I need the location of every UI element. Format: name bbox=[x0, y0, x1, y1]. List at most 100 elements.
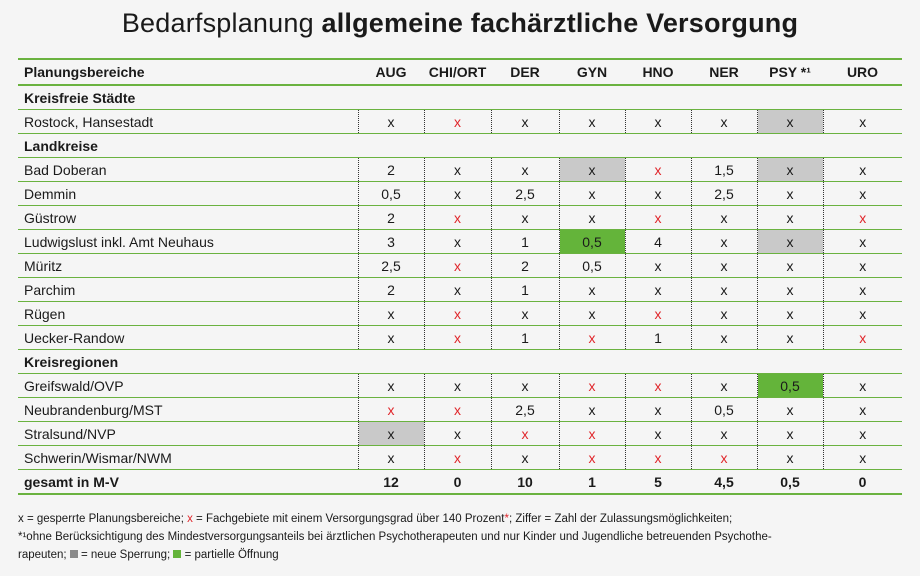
green-square-icon bbox=[173, 549, 182, 558]
cell-value: x bbox=[859, 281, 867, 298]
cell-value: x bbox=[521, 449, 529, 466]
cell-value: x bbox=[454, 113, 461, 130]
cell-value: x bbox=[720, 329, 728, 346]
table-cell: x bbox=[756, 253, 823, 278]
table-cell: 2,5 bbox=[490, 397, 559, 422]
group-header-row: Landkreise bbox=[18, 134, 902, 158]
table-cell: x bbox=[558, 325, 625, 350]
cell-value: 2,5 bbox=[714, 185, 734, 202]
cell-value: x bbox=[387, 305, 395, 322]
table-cell: x bbox=[423, 421, 491, 446]
cell-value: x bbox=[521, 425, 529, 442]
table-cell: x bbox=[690, 253, 757, 278]
cell-value: x bbox=[654, 425, 662, 442]
cell-value: 2,5 bbox=[515, 185, 535, 202]
total-row: gesamt in M-V 12 0 10 1 5 4,5 0,5 0 bbox=[18, 469, 902, 495]
cell-value: x bbox=[454, 257, 461, 274]
table-cell: x bbox=[357, 421, 424, 446]
table-cell: 3 bbox=[357, 229, 424, 254]
table-cell: x bbox=[558, 181, 625, 206]
table-row: Rostock, Hansestadt x x x x x x x x bbox=[18, 109, 902, 134]
cell-value: 4 bbox=[654, 233, 662, 250]
table-cell: x bbox=[822, 205, 902, 230]
table-cell: x bbox=[490, 157, 559, 182]
table-cell: x bbox=[357, 325, 424, 350]
header-col: CHI/ORT bbox=[428, 64, 487, 80]
table-cell: x bbox=[756, 229, 823, 254]
region-name: Schwerin/Wismar/NWM bbox=[24, 449, 172, 466]
table-cell: x bbox=[558, 421, 625, 446]
cell-value: x bbox=[786, 425, 794, 442]
table-cell: x bbox=[822, 229, 902, 254]
cell-value: x bbox=[588, 425, 596, 442]
table-cell: x bbox=[822, 181, 902, 206]
table-cell: 4 bbox=[624, 229, 691, 254]
table-cell: 2,5 bbox=[490, 181, 559, 206]
cell-value: x bbox=[521, 377, 529, 394]
cell-value: x bbox=[859, 401, 867, 418]
cell-value: x bbox=[859, 185, 867, 202]
table-cell: x bbox=[423, 253, 491, 278]
table-row: Greifswald/OVP x x x x x x 0,5 x bbox=[18, 373, 902, 398]
region-name: Bad Doberan bbox=[24, 161, 107, 178]
table-cell: x bbox=[357, 397, 424, 422]
gray-square-icon bbox=[69, 549, 78, 558]
header-planungsbereiche: Planungsbereiche bbox=[24, 64, 145, 80]
table-header-row: Planungsbereiche AUG CHI/ORT DER GYN HNO… bbox=[18, 59, 902, 85]
cell-value: 2 bbox=[387, 161, 395, 178]
cell-value: 3 bbox=[387, 233, 395, 250]
cell-value: x bbox=[859, 161, 867, 178]
table-cell: 0,5 bbox=[558, 253, 625, 278]
cell-value: x bbox=[521, 161, 529, 178]
cell-value: x bbox=[720, 305, 728, 322]
table-cell: x bbox=[822, 157, 902, 182]
header-col: PSY *¹ bbox=[769, 64, 811, 80]
title-bold: allgemeine fachärztliche Versorgung bbox=[321, 8, 799, 38]
table-cell: 0,5 bbox=[357, 181, 424, 206]
cell-value: x bbox=[387, 113, 395, 130]
table-cell: 1 bbox=[490, 325, 559, 350]
table-cell: x bbox=[690, 229, 757, 254]
region-name: Parchim bbox=[24, 281, 76, 298]
table-cell: x bbox=[423, 277, 491, 302]
region-name: Neubrandenburg/MST bbox=[24, 401, 163, 418]
cell-value: x bbox=[454, 305, 461, 322]
table-cell: x bbox=[624, 157, 691, 182]
table-cell: x bbox=[822, 397, 902, 422]
cell-value: x bbox=[786, 161, 794, 178]
table-cell: 0,5 bbox=[756, 373, 823, 398]
table-cell: x bbox=[822, 373, 902, 398]
cell-value: x bbox=[654, 401, 662, 418]
cell-value: x bbox=[720, 233, 728, 250]
cell-value: x bbox=[859, 377, 867, 394]
total-value: 0,5 bbox=[757, 469, 823, 495]
cell-value: x bbox=[859, 305, 867, 322]
table-cell: x bbox=[690, 205, 757, 230]
cell-value: x bbox=[654, 113, 662, 130]
table-cell: x bbox=[624, 397, 691, 422]
cell-value: x bbox=[588, 281, 596, 298]
table-cell: x bbox=[822, 253, 902, 278]
total-label: gesamt in M-V bbox=[18, 469, 358, 495]
group-label: Kreisfreie Städte bbox=[24, 89, 136, 106]
table-cell: 2 bbox=[357, 205, 424, 230]
table-cell: x bbox=[558, 373, 625, 398]
header-col: DER bbox=[510, 64, 540, 80]
table-cell: x bbox=[357, 373, 424, 398]
cell-value: x bbox=[387, 449, 395, 466]
cell-value: x bbox=[859, 113, 867, 130]
table-cell: x bbox=[357, 445, 424, 470]
table-cell: x bbox=[490, 205, 559, 230]
region-name: Ludwigslust inkl. Amt Neuhaus bbox=[24, 233, 214, 250]
cell-value: x bbox=[454, 209, 461, 226]
region-name: Stralsund/NVP bbox=[24, 425, 116, 442]
cell-value: 0,5 bbox=[582, 257, 602, 274]
cell-value: x bbox=[454, 161, 461, 178]
total-value: 4,5 bbox=[691, 469, 757, 495]
table-row: Güstrow 2 x x x x x x x bbox=[18, 205, 902, 230]
table-cell: 2 bbox=[357, 157, 424, 182]
total-value: 0 bbox=[424, 469, 491, 495]
cell-value: x bbox=[720, 449, 728, 466]
cell-value: 2,5 bbox=[381, 257, 401, 274]
planning-table: Planungsbereiche AUG CHI/ORT DER GYN HNO… bbox=[18, 58, 902, 495]
